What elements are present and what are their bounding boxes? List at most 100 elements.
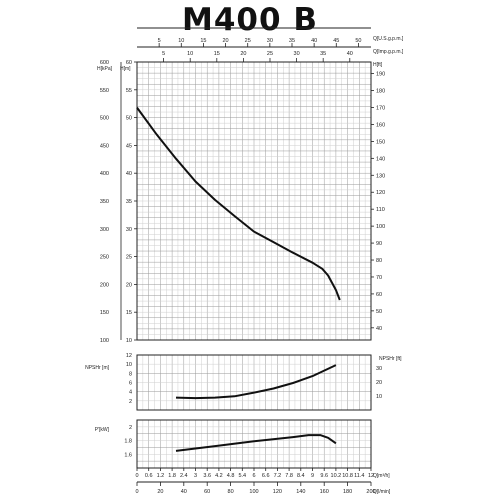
ql-tick-label: 140 bbox=[296, 489, 305, 495]
hm-tick-label: 30 bbox=[126, 227, 132, 233]
ft-tick-label: 170 bbox=[376, 106, 385, 112]
ql-tick-label: 180 bbox=[343, 489, 352, 495]
power-axis-label: P'[kW] bbox=[95, 427, 110, 433]
kpa-tick-label: 350 bbox=[100, 199, 109, 205]
usg-tick-label: 45 bbox=[333, 38, 339, 44]
usg-tick-label: 35 bbox=[289, 38, 295, 44]
chart-title: M400 B bbox=[182, 2, 318, 38]
ql-tick-label: 20 bbox=[157, 489, 163, 495]
imp-tick-label: 25 bbox=[267, 51, 273, 57]
imp-tick-label: 30 bbox=[294, 51, 300, 57]
ql-tick-label: 120 bbox=[273, 489, 282, 495]
qm-tick-label: 3 bbox=[194, 473, 197, 479]
qm-tick-label: 9.6 bbox=[320, 473, 328, 479]
ft-axis-label: H[ft] bbox=[373, 62, 383, 68]
head-curve bbox=[136, 107, 341, 301]
qm-tick-label: 4.8 bbox=[227, 473, 235, 479]
qm-tick-label: 2.4 bbox=[180, 473, 188, 479]
qm-tick-label: 8.4 bbox=[297, 473, 305, 479]
qm-tick-label: 4.2 bbox=[215, 473, 223, 479]
npsh-m-tick-label: 10 bbox=[126, 362, 132, 368]
kpa-tick-label: 450 bbox=[100, 143, 109, 149]
imp-axis-label: Q[Imp.g.p.m.] bbox=[373, 49, 404, 55]
hm-tick-label: 10 bbox=[126, 338, 132, 344]
ft-tick-label: 70 bbox=[376, 275, 382, 281]
hm-tick-label: 60 bbox=[126, 60, 132, 66]
ft-tick-label: 60 bbox=[376, 292, 382, 298]
kpa-tick-label: 300 bbox=[100, 227, 109, 233]
kpa-tick-label: 400 bbox=[100, 171, 109, 177]
qm-tick-label: 7.8 bbox=[285, 473, 293, 479]
qm-tick-label: 9 bbox=[311, 473, 314, 479]
npsh-m-tick-label: 2 bbox=[129, 399, 132, 405]
qm-axis-label: Q[m³/h] bbox=[373, 473, 390, 479]
imp-tick-label: 40 bbox=[347, 51, 353, 57]
qm-tick-label: 6.6 bbox=[262, 473, 270, 479]
hm-tick-label: 50 bbox=[126, 116, 132, 122]
imp-tick-label: 5 bbox=[162, 51, 165, 57]
kpa-tick-label: 200 bbox=[100, 282, 109, 288]
qm-tick-label: 11.4 bbox=[354, 473, 364, 479]
npsh-ft-tick-label: 10 bbox=[376, 394, 382, 400]
usg-tick-label: 10 bbox=[178, 38, 184, 44]
usg-tick-label: 25 bbox=[245, 38, 251, 44]
qm-tick-label: 10.2 bbox=[331, 473, 342, 479]
ft-tick-label: 100 bbox=[376, 224, 385, 230]
imp-tick-label: 20 bbox=[240, 51, 246, 57]
usg-tick-label: 5 bbox=[158, 38, 161, 44]
hm-tick-label: 25 bbox=[126, 255, 132, 261]
qm-tick-label: 0 bbox=[135, 473, 138, 479]
kpa-tick-label: 250 bbox=[100, 255, 109, 261]
hm-tick-label: 45 bbox=[126, 143, 132, 149]
ft-tick-label: 130 bbox=[376, 173, 385, 179]
npsh-ft-axis-label: NPSHr [ft] bbox=[379, 356, 402, 362]
usg-tick-label: 30 bbox=[267, 38, 273, 44]
power-tick-label: 2 bbox=[129, 425, 132, 431]
qm-tick-label: 7.2 bbox=[274, 473, 282, 479]
hm-tick-label: 20 bbox=[126, 282, 132, 288]
qm-tick-label: 12 bbox=[368, 473, 374, 479]
kpa-tick-label: 550 bbox=[100, 88, 109, 94]
imp-tick-label: 10 bbox=[187, 51, 193, 57]
npsh-m-axis-label: NPSHr [m] bbox=[85, 365, 110, 371]
ql-tick-label: 60 bbox=[204, 489, 210, 495]
ft-tick-label: 90 bbox=[376, 241, 382, 247]
usg-tick-label: 20 bbox=[223, 38, 229, 44]
ft-tick-label: 180 bbox=[376, 89, 385, 95]
power-tick-label: 1.8 bbox=[124, 439, 132, 445]
kpa-tick-label: 500 bbox=[100, 116, 109, 122]
hm-axis-label: H[m] bbox=[120, 66, 131, 72]
npsh-m-tick-label: 8 bbox=[129, 371, 132, 377]
usg-tick-label: 50 bbox=[355, 38, 361, 44]
ql-tick-label: 200 bbox=[366, 489, 375, 495]
qm-tick-label: 6 bbox=[252, 473, 255, 479]
npsh-m-tick-label: 6 bbox=[129, 381, 132, 387]
ql-tick-label: 0 bbox=[135, 489, 138, 495]
npsh-m-tick-label: 12 bbox=[126, 353, 132, 359]
qm-tick-label: 1.8 bbox=[168, 473, 176, 479]
ql-axis-label: Q[l/min] bbox=[373, 489, 391, 495]
qm-tick-label: 5.4 bbox=[238, 473, 246, 479]
ft-tick-label: 150 bbox=[376, 139, 385, 145]
ql-tick-label: 80 bbox=[228, 489, 234, 495]
hm-tick-label: 55 bbox=[126, 88, 132, 94]
ft-tick-label: 190 bbox=[376, 72, 385, 78]
npsh-ft-tick-label: 30 bbox=[376, 366, 382, 372]
qm-tick-label: 3.6 bbox=[203, 473, 211, 479]
ql-tick-label: 40 bbox=[181, 489, 187, 495]
npsh-curve bbox=[175, 364, 337, 400]
qm-tick-label: 1.2 bbox=[157, 473, 165, 479]
usg-tick-label: 40 bbox=[311, 38, 317, 44]
npsh-panel-frame bbox=[136, 354, 372, 411]
imp-tick-label: 15 bbox=[214, 51, 220, 57]
npsh-m-tick-label: 4 bbox=[129, 390, 132, 396]
ft-tick-label: 40 bbox=[376, 326, 382, 332]
ft-tick-label: 50 bbox=[376, 309, 382, 315]
kpa-tick-label: 100 bbox=[100, 338, 109, 344]
ft-tick-label: 140 bbox=[376, 156, 385, 162]
ft-tick-label: 80 bbox=[376, 258, 382, 264]
hm-tick-label: 35 bbox=[126, 199, 132, 205]
ft-tick-label: 160 bbox=[376, 122, 385, 128]
hm-tick-label: 15 bbox=[126, 310, 132, 316]
